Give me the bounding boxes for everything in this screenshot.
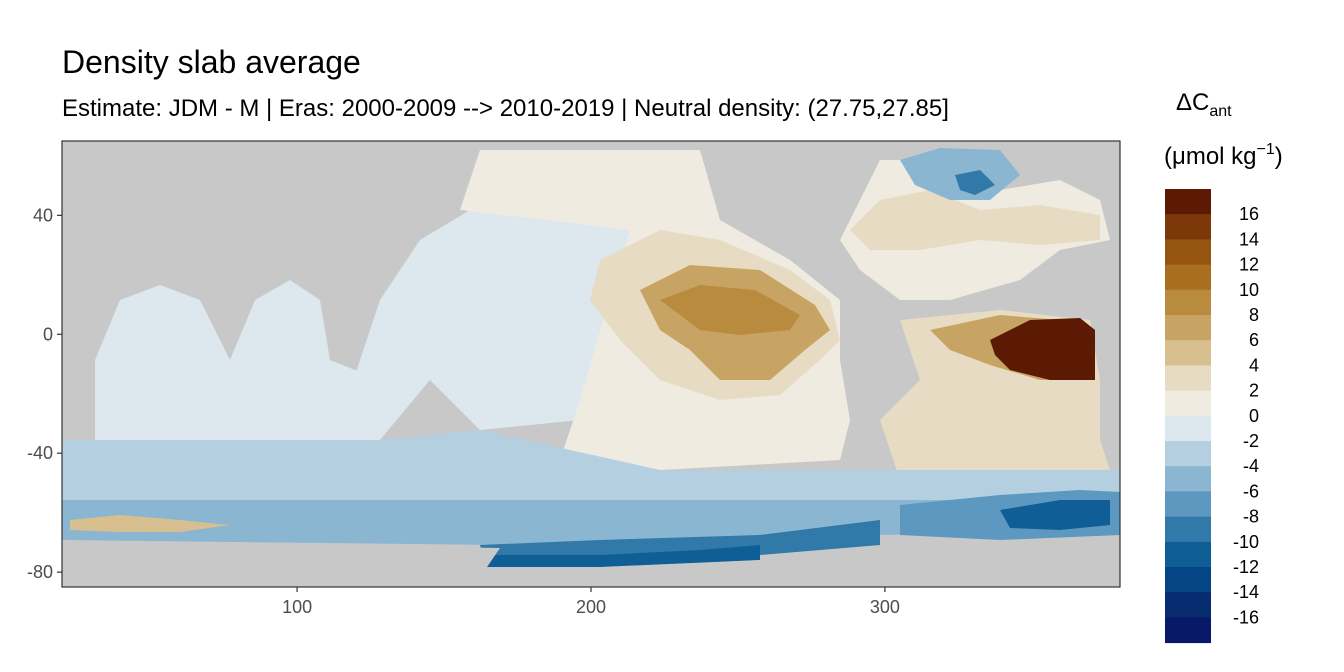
- legend-swatch: [1165, 189, 1211, 215]
- legend-tick-label: -8: [1243, 507, 1259, 527]
- legend-tick-label: -4: [1243, 456, 1259, 476]
- x-tick-label: 100: [282, 597, 312, 617]
- southern-band-3: [480, 520, 880, 565]
- legend-unit-suffix: ): [1275, 143, 1283, 170]
- legend-colorbar: 16 14 12 10 8 6 4 2 0 -2 -4 -6 -8 -10 -12 -14 -16: [1165, 189, 1259, 644]
- legend-swatch: [1165, 264, 1211, 291]
- antarctica: [62, 540, 1120, 587]
- y-axis: 40 0 -40 -80: [27, 205, 62, 582]
- y-tick-label: -40: [27, 443, 53, 463]
- southern-east-deep: [1000, 500, 1110, 530]
- southern-band-1: [62, 430, 1120, 500]
- legend-tick-label: -12: [1233, 557, 1259, 577]
- legend-tick-label: -10: [1233, 532, 1259, 552]
- legend-unit-superscript: −1: [1257, 141, 1275, 158]
- legend-swatch: [1165, 365, 1211, 392]
- legend-tick-label: -14: [1233, 582, 1259, 602]
- legend-title: ΔCant: [1176, 89, 1232, 120]
- legend-tick-label: 16: [1239, 204, 1259, 224]
- legend-swatch: [1165, 592, 1211, 618]
- legend-tick-label: -6: [1243, 481, 1259, 501]
- x-tick-label: 200: [576, 597, 606, 617]
- legend-swatch: [1165, 567, 1211, 593]
- pacific-west: [340, 190, 640, 440]
- x-axis: 100 200 300: [282, 587, 900, 617]
- legend-tick-label: 8: [1249, 305, 1259, 325]
- legend-unit: (μmol kg−1): [1164, 141, 1283, 170]
- legend-swatch: [1165, 289, 1211, 316]
- southern-band-4: [485, 545, 760, 567]
- legend-title-subscript: ant: [1209, 103, 1232, 120]
- southern-west-tint: [70, 515, 230, 532]
- legend-swatch: [1165, 541, 1211, 568]
- legend-swatch: [1165, 315, 1211, 341]
- y-tick-label: 40: [33, 205, 53, 225]
- north-atlantic-core: [955, 170, 995, 195]
- legend-title-symbol: ΔC: [1176, 89, 1209, 116]
- legend-swatch: [1165, 390, 1211, 417]
- legend-tick-label: -2: [1243, 431, 1259, 451]
- legend-tick-label: 14: [1239, 229, 1259, 249]
- legend-swatch: [1165, 617, 1211, 644]
- legend-swatch: [1165, 239, 1211, 266]
- x-tick-label: 300: [870, 597, 900, 617]
- y-tick-label: -80: [27, 562, 53, 582]
- legend-swatch: [1165, 516, 1211, 543]
- legend-swatch: [1165, 214, 1211, 240]
- atlantic-north-tint: [850, 190, 1100, 250]
- pacific-east-hot: [660, 285, 800, 335]
- chart-subtitle: Estimate: JDM - M | Eras: 2000-2009 --> …: [62, 95, 949, 122]
- legend-tick-label: 6: [1249, 330, 1259, 350]
- chart-title: Density slab average: [62, 44, 361, 80]
- legend-tick-label: 12: [1239, 255, 1259, 275]
- legend-unit-prefix: (μmol kg: [1164, 143, 1257, 170]
- ocean-field: [62, 148, 1120, 587]
- map-panel: [61, 140, 1121, 588]
- legend-swatch: [1165, 441, 1211, 467]
- legend-tick-label: 10: [1239, 280, 1259, 300]
- legend-tick-label: 2: [1249, 381, 1259, 401]
- atlantic-hotspot: [990, 318, 1095, 380]
- legend-tick-label: -16: [1233, 607, 1259, 627]
- legend-tick-label: 4: [1249, 355, 1259, 375]
- y-tick-label: 0: [43, 324, 53, 344]
- legend-tick-label: 0: [1249, 406, 1259, 426]
- legend-swatch: [1165, 340, 1211, 366]
- legend-swatch: [1165, 415, 1211, 442]
- legend-swatch: [1165, 491, 1211, 518]
- legend: ΔCant (μmol kg−1) 16 14 12 10 8 6 4 2 0 -2 -4 -6 -8 -…: [1164, 89, 1283, 644]
- indian-ocean: [95, 280, 380, 440]
- legend-swatch: [1165, 466, 1211, 492]
